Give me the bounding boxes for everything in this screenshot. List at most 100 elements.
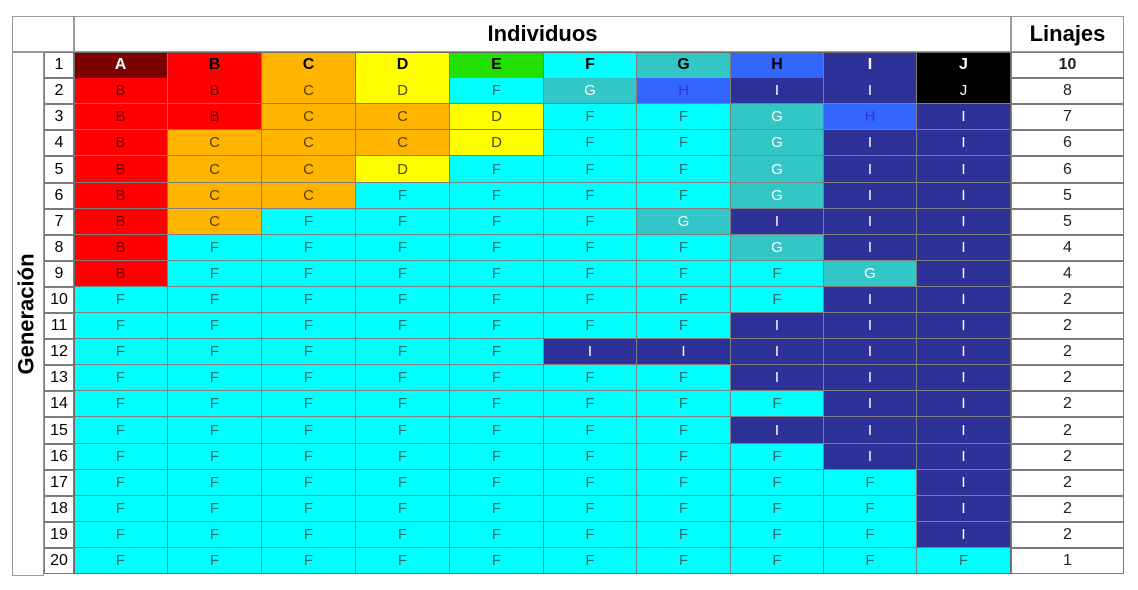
individual-cell: F [356, 444, 450, 470]
individual-cell: F [824, 496, 917, 522]
individual-cell: F [356, 261, 450, 287]
individual-cell: F [74, 287, 168, 313]
individual-cell: G [731, 235, 824, 261]
individual-cell: F [544, 522, 637, 548]
individual-cell: F [637, 391, 731, 417]
individual-cell: D [356, 78, 450, 104]
individual-cell: F [74, 339, 168, 365]
linajes-value: 6 [1011, 130, 1124, 156]
generation-number: 5 [44, 156, 74, 183]
generation-number: 12 [44, 339, 74, 365]
linajes-value: 5 [1011, 209, 1124, 235]
individual-cell: F [262, 209, 356, 235]
individual-cell: H [637, 78, 731, 104]
individual-cell: I [824, 339, 917, 365]
individual-cell: F [544, 130, 637, 156]
individual-cell: I [731, 365, 824, 391]
column-header: I [824, 52, 917, 78]
individual-cell: I [731, 313, 824, 339]
generation-number: 18 [44, 496, 74, 522]
generacion-label-text: Generación [14, 252, 40, 375]
linajes-value: 7 [1011, 104, 1124, 130]
individual-cell: F [450, 365, 544, 391]
individual-cell: F [637, 156, 731, 183]
individual-cell: I [917, 130, 1011, 156]
individual-cell: F [544, 391, 637, 417]
individual-cell: F [450, 496, 544, 522]
individual-cell: F [450, 470, 544, 496]
individual-cell: G [637, 209, 731, 235]
generation-number: 4 [44, 130, 74, 156]
individual-cell: F [168, 365, 262, 391]
individual-cell: F [637, 235, 731, 261]
individual-cell: F [731, 444, 824, 470]
individual-cell: C [262, 183, 356, 209]
linajes-value: 2 [1011, 417, 1124, 444]
individual-cell: F [544, 365, 637, 391]
individual-cell: B [74, 209, 168, 235]
individual-cell: G [731, 183, 824, 209]
individual-cell: I [731, 417, 824, 444]
individual-cell: F [637, 444, 731, 470]
individual-cell: B [74, 261, 168, 287]
individual-cell: F [544, 444, 637, 470]
individual-cell: F [450, 183, 544, 209]
individual-cell: I [917, 261, 1011, 287]
linajes-value: 5 [1011, 183, 1124, 209]
linajes-value: 2 [1011, 313, 1124, 339]
individual-cell: F [262, 470, 356, 496]
individual-cell: F [356, 235, 450, 261]
generation-number: 14 [44, 391, 74, 417]
individual-cell: F [450, 209, 544, 235]
individual-cell: I [824, 183, 917, 209]
individual-cell: F [356, 287, 450, 313]
linajes-value: 2 [1011, 444, 1124, 470]
individual-cell: F [450, 339, 544, 365]
linajes-value: 6 [1011, 156, 1124, 183]
individual-cell: F [450, 417, 544, 444]
generation-number: 13 [44, 365, 74, 391]
individual-cell: F [637, 183, 731, 209]
individual-cell: F [450, 313, 544, 339]
individual-cell: I [824, 444, 917, 470]
individual-cell: F [450, 261, 544, 287]
generation-number: 2 [44, 78, 74, 104]
individual-cell: I [917, 417, 1011, 444]
individual-cell: I [917, 235, 1011, 261]
individual-cell: F [74, 417, 168, 444]
individual-cell: G [731, 130, 824, 156]
individual-cell: F [168, 417, 262, 444]
individual-cell: I [731, 78, 824, 104]
individual-cell: G [731, 156, 824, 183]
individual-cell: F [168, 496, 262, 522]
individual-cell: F [731, 522, 824, 548]
individual-cell: F [637, 287, 731, 313]
individual-cell: F [262, 287, 356, 313]
individual-cell: C [168, 209, 262, 235]
linajes-value: 2 [1011, 287, 1124, 313]
individual-cell: F [731, 470, 824, 496]
individual-cell: F [262, 548, 356, 574]
column-header: B [168, 52, 262, 78]
individual-cell: F [917, 548, 1011, 574]
individual-cell: F [74, 313, 168, 339]
generation-number: 1 [44, 52, 74, 78]
individual-cell: F [168, 313, 262, 339]
individual-cell: F [74, 470, 168, 496]
individual-cell: F [731, 261, 824, 287]
individual-cell: F [637, 104, 731, 130]
individual-cell: C [356, 130, 450, 156]
individual-cell: H [824, 104, 917, 130]
individual-cell: I [824, 391, 917, 417]
individual-cell: F [450, 156, 544, 183]
individual-cell: F [262, 417, 356, 444]
individual-cell: F [262, 339, 356, 365]
individual-cell: C [262, 156, 356, 183]
generation-number: 7 [44, 209, 74, 235]
individual-cell: I [731, 339, 824, 365]
individual-cell: F [74, 365, 168, 391]
individual-cell: F [168, 339, 262, 365]
generation-number: 3 [44, 104, 74, 130]
individual-cell: F [74, 522, 168, 548]
individual-cell: F [168, 391, 262, 417]
